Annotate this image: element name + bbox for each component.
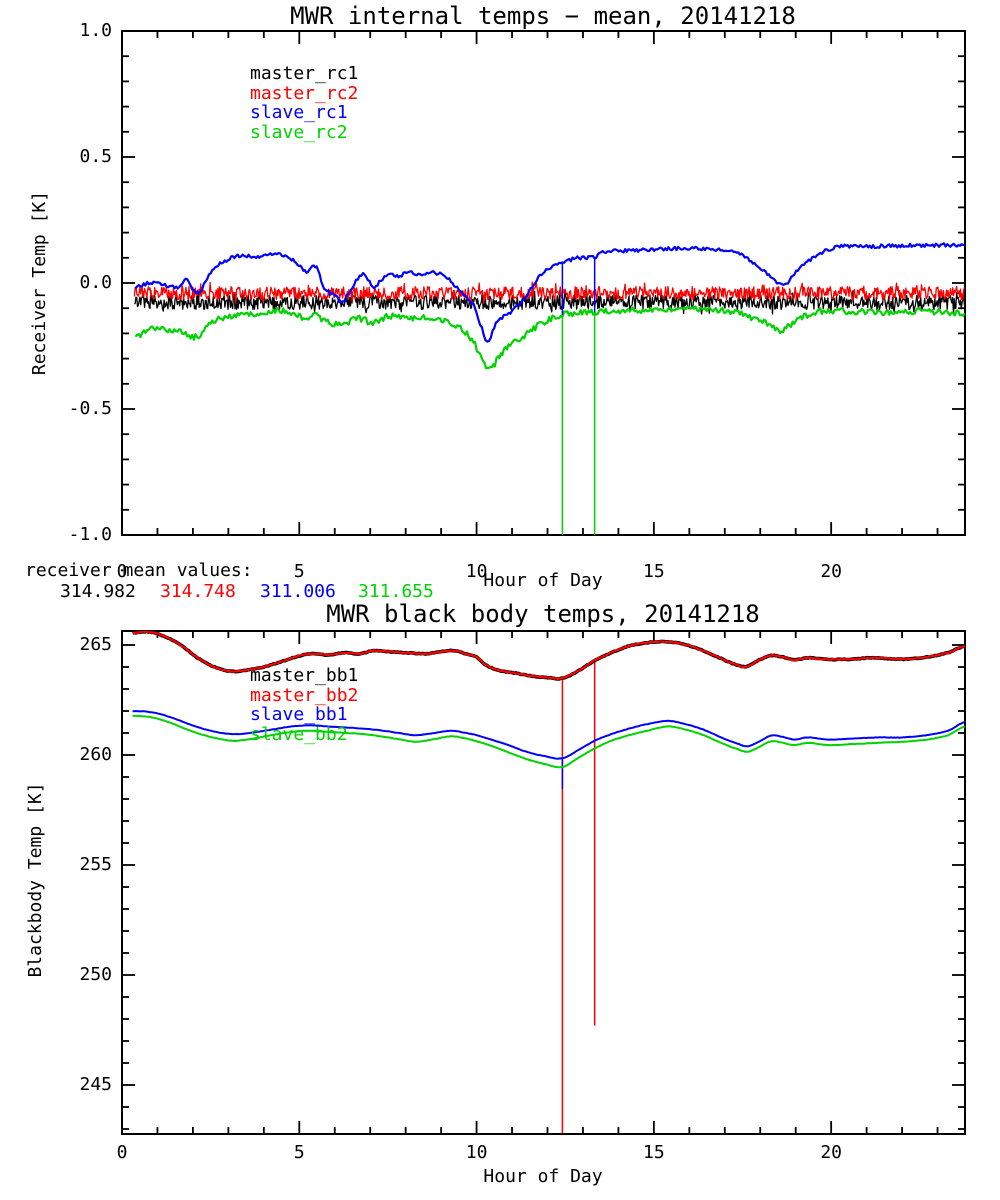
legend-item-master_bb1: master_bb1 bbox=[250, 665, 359, 686]
mean-value: 314.982 bbox=[60, 581, 136, 602]
x-tick-label: 5 bbox=[293, 1142, 305, 1163]
x-tick-label: 15 bbox=[643, 561, 665, 582]
y-tick-label: 0.0 bbox=[79, 272, 112, 293]
top-y-axis-label: Receiver Temp [K] bbox=[29, 190, 50, 376]
axes-box-receiver bbox=[121, 30, 966, 536]
legend-item-slave_bb1: slave_bb1 bbox=[250, 704, 348, 725]
y-tick-label: 1.0 bbox=[79, 20, 112, 41]
x-tick-label: 15 bbox=[643, 1142, 665, 1163]
legend-item-master_rc1: master_rc1 bbox=[250, 63, 359, 84]
series-slave_bb2 bbox=[132, 714, 965, 769]
bottom-x-axis-label: Hour of Day bbox=[483, 1166, 603, 1187]
plot-receiver bbox=[121, 30, 966, 536]
legend-item-slave_rc2: slave_rc2 bbox=[250, 121, 348, 143]
mean-value: 311.006 bbox=[260, 581, 336, 602]
x-tick-label: 10 bbox=[465, 1142, 488, 1163]
x-tick-label: 0 bbox=[116, 561, 128, 582]
mean-value: 314.748 bbox=[160, 581, 236, 602]
x-tick-label: 5 bbox=[293, 561, 305, 582]
mean-value: 311.655 bbox=[358, 581, 434, 602]
top-x-axis-label: Hour of Day bbox=[483, 570, 603, 591]
y-tick-label: 250 bbox=[79, 964, 112, 985]
x-tick-label: 20 bbox=[820, 1142, 842, 1163]
y-tick-label: 260 bbox=[79, 744, 112, 765]
top-chart-title: MWR internal temps − mean, 20141218 bbox=[290, 2, 796, 30]
y-tick-label: -1.0 bbox=[68, 524, 112, 545]
series-master_rc1 bbox=[133, 289, 965, 315]
series-master_bb2 bbox=[132, 631, 965, 681]
receiver-mean-values-label: receiver mean values: bbox=[25, 560, 253, 581]
bottom-y-axis-label: Blackbody Temp [K] bbox=[25, 782, 46, 978]
series-master_rc2 bbox=[133, 281, 965, 305]
y-tick-label: 255 bbox=[79, 854, 112, 875]
y-tick-label: 0.5 bbox=[79, 146, 112, 167]
y-tick-label: 245 bbox=[79, 1074, 112, 1095]
x-tick-label: 0 bbox=[116, 1142, 128, 1163]
plot-blackbody bbox=[121, 630, 966, 1135]
x-tick-label: 10 bbox=[465, 561, 488, 582]
x-tick-label: 20 bbox=[820, 561, 842, 582]
series-slave_rc1 bbox=[134, 242, 965, 343]
legend-item-slave_bb2: slave_bb2 bbox=[250, 723, 348, 745]
axes-box-blackbody bbox=[121, 630, 966, 1135]
legend-item-master_bb2: master_bb2 bbox=[250, 684, 359, 706]
y-tick-label: -0.5 bbox=[68, 398, 112, 419]
legend-item-master_rc2: master_rc2 bbox=[250, 82, 359, 104]
legend-item-slave_rc1: slave_rc1 bbox=[250, 102, 348, 123]
series-slave_rc2 bbox=[134, 305, 965, 370]
y-tick-label: 265 bbox=[79, 634, 112, 655]
series-slave_bb1 bbox=[132, 710, 965, 760]
bottom-chart-title: MWR black body temps, 20141218 bbox=[326, 600, 760, 628]
